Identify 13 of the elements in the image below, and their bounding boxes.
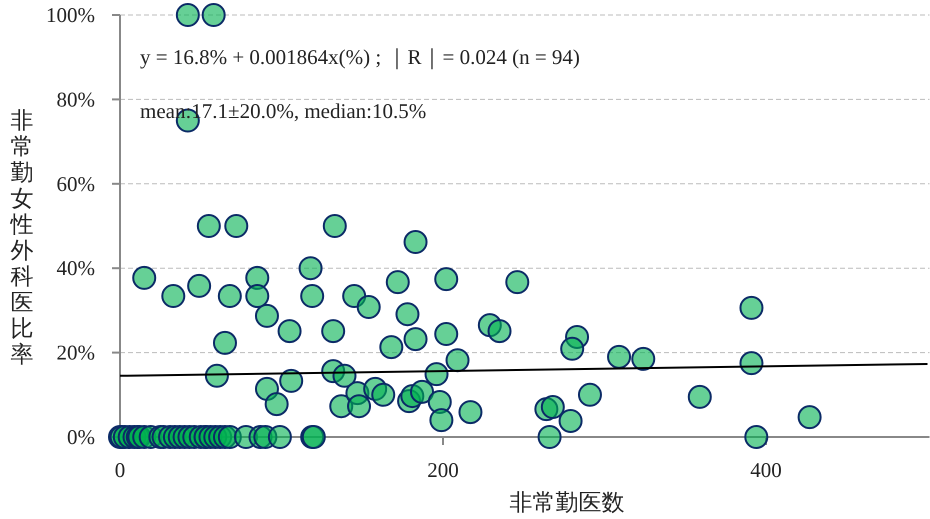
x-tick-label: 200: [427, 458, 459, 482]
text: 非常勤女性外科医比率: [10, 108, 34, 367]
y-tick-label: 0%: [67, 425, 95, 449]
x-tick-label: 400: [750, 458, 782, 482]
annotation: mean:17.1±20.0%, median:10.5%: [140, 99, 426, 123]
annotation: y = 16.8% + 0.001864x(%) ; ｜R｜= 0.024 (n = 94): [140, 45, 580, 70]
x-tick-label: 0: [114, 458, 126, 482]
x-axis-title: 非常勤医数: [510, 490, 624, 515]
y-tick-label: 80%: [56, 87, 95, 112]
y-tick-label: 40%: [56, 256, 95, 280]
y-tick-label: 60%: [56, 172, 95, 196]
y-tick-label: 100%: [46, 3, 95, 27]
y-tick-label: 20%: [56, 340, 95, 365]
